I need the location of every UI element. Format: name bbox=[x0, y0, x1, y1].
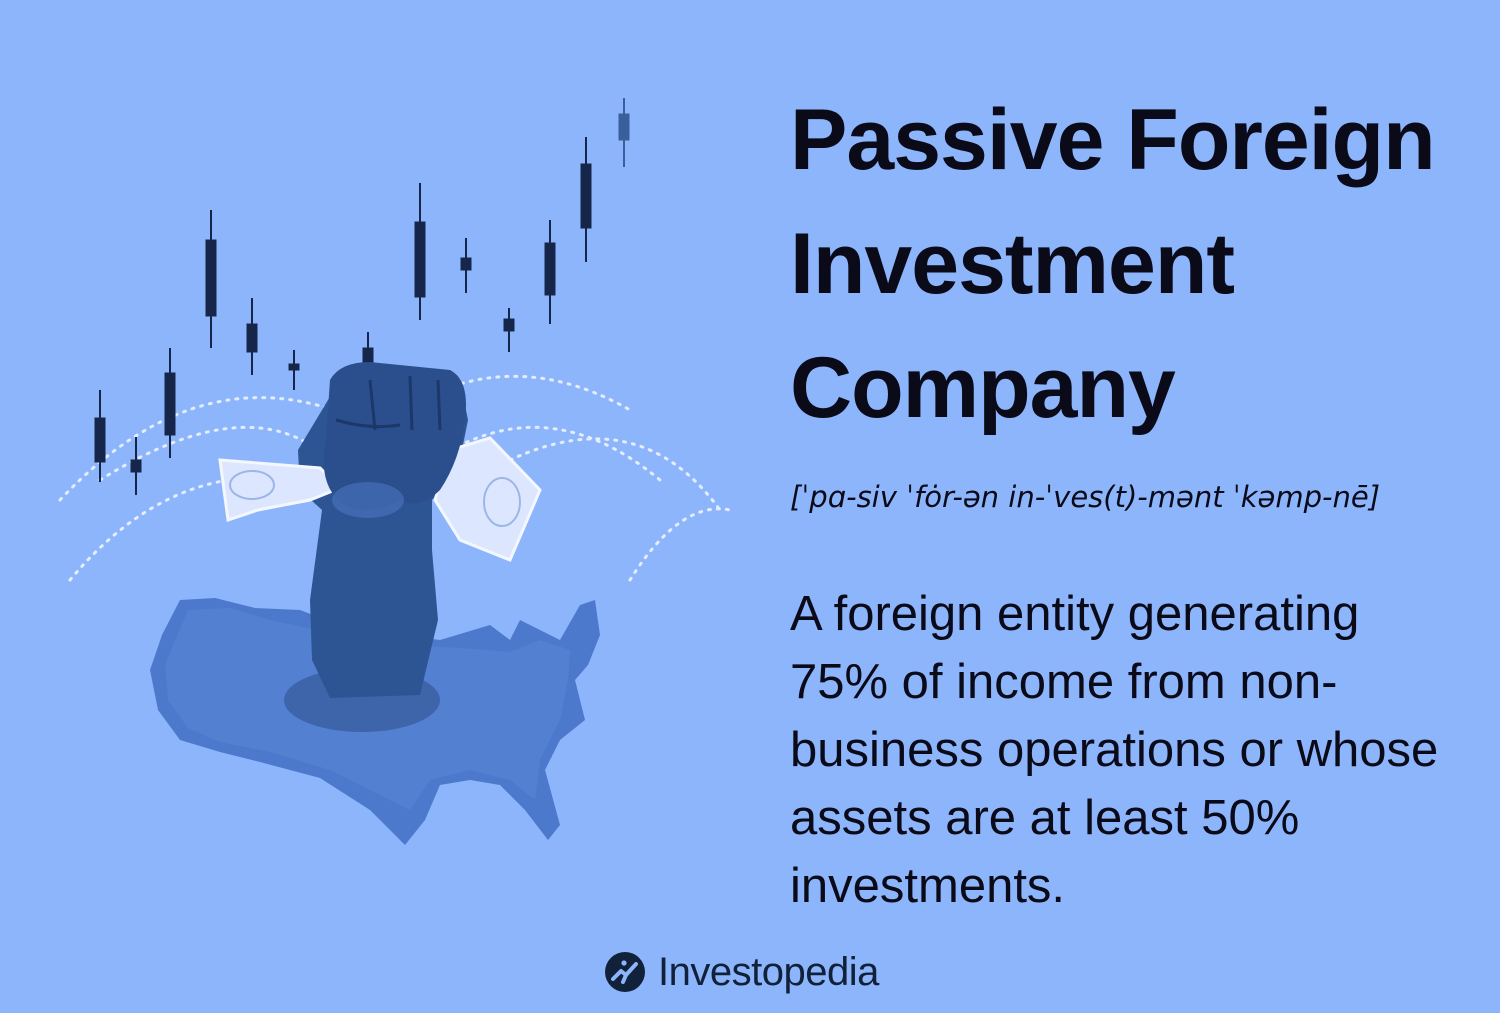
illustration bbox=[58, 98, 732, 845]
candlestick-chart-icon bbox=[94, 98, 630, 495]
investopedia-logo: Investopedia bbox=[604, 944, 879, 1000]
page-title: Passive Foreign Investment Company bbox=[790, 92, 1436, 436]
definition-text: A foreign entity generating 75% of incom… bbox=[790, 587, 1439, 913]
pronunciation-text: [ˈpɑ-siv ˈfȯr-ən in-ˈves(t)-mənt ˈkəmp-n… bbox=[790, 480, 1381, 514]
fist-holding-money-icon bbox=[218, 362, 542, 698]
investopedia-logo-icon bbox=[605, 952, 645, 992]
brand-name: Investopedia bbox=[658, 949, 879, 994]
